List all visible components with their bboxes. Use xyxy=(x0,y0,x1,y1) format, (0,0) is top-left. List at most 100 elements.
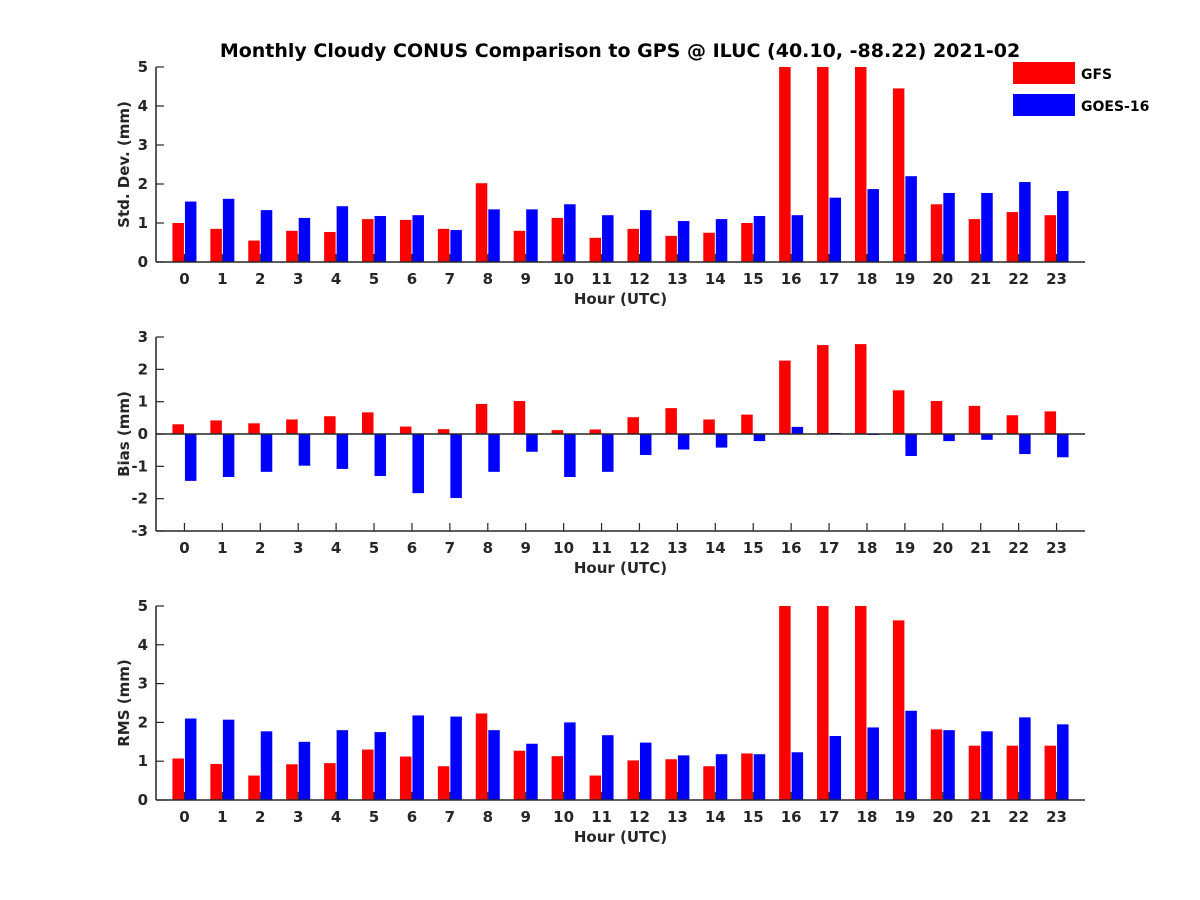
x-tick-label-rms-21: 21 xyxy=(970,808,991,826)
bar-stddev-goes16-14 xyxy=(715,219,728,262)
bar-rms-goes16-11 xyxy=(602,735,614,800)
bar-rms-goes16-10 xyxy=(564,722,576,800)
y-axis-label-bias: Bias (mm) xyxy=(115,391,133,477)
bar-bias-goes16-10 xyxy=(564,434,576,477)
x-tick-label-bias-12: 12 xyxy=(629,539,650,557)
x-tick-label-rms-8: 8 xyxy=(483,808,493,826)
bar-bias-gfs-23 xyxy=(1044,411,1057,434)
x-tick-label-rms-13: 13 xyxy=(667,808,688,826)
x-tick-label-stddev-22: 22 xyxy=(1008,270,1029,288)
x-tick-label-stddev-8: 8 xyxy=(483,270,493,288)
bar-stddev-gfs-17 xyxy=(817,67,829,262)
bar-rms-goes16-19 xyxy=(905,710,917,800)
x-tick-label-rms-9: 9 xyxy=(520,808,530,826)
bar-bias-gfs-12 xyxy=(627,417,639,434)
bar-rms-goes16-6 xyxy=(412,715,424,800)
bar-stddev-gfs-3 xyxy=(286,230,298,262)
x-tick-label-bias-0: 0 xyxy=(179,539,189,557)
bar-stddev-gfs-11 xyxy=(589,237,602,262)
x-tick-label-rms-19: 19 xyxy=(894,808,915,826)
bar-rms-gfs-17 xyxy=(817,606,829,800)
bar-rms-goes16-12 xyxy=(639,742,652,800)
bar-stddev-goes16-22 xyxy=(1019,182,1031,262)
bar-stddev-gfs-20 xyxy=(930,204,943,262)
x-tick-label-rms-6: 6 xyxy=(407,808,417,826)
x-tick-label-bias-14: 14 xyxy=(705,539,726,557)
y-tick-label-stddev-2: 2 xyxy=(138,175,148,193)
legend-goes-label: GOES-16 xyxy=(1081,99,1149,115)
y-tick-label-bias--2: -2 xyxy=(131,490,148,508)
bar-rms-gfs-15 xyxy=(741,753,753,800)
x-tick-label-bias-8: 8 xyxy=(483,539,493,557)
x-tick-label-bias-4: 4 xyxy=(331,539,341,557)
y-tick-label-rms-5: 5 xyxy=(138,597,148,615)
bar-bias-gfs-14 xyxy=(703,419,715,434)
y-tick-label-bias--3: -3 xyxy=(131,522,148,540)
bar-bias-goes16-12 xyxy=(639,434,652,456)
y-tick-label-rms-3: 3 xyxy=(138,675,148,693)
chart-title: Monthly Cloudy CONUS Comparison to GPS @… xyxy=(220,40,1020,62)
bar-stddev-goes16-7 xyxy=(450,230,462,262)
bar-rms-gfs-9 xyxy=(513,750,526,800)
y-tick-label-rms-0: 0 xyxy=(138,791,148,809)
y-tick-label-stddev-3: 3 xyxy=(138,136,148,154)
bar-rms-gfs-22 xyxy=(1006,745,1019,800)
x-tick-label-stddev-11: 11 xyxy=(591,270,612,288)
x-tick-label-bias-2: 2 xyxy=(255,539,265,557)
bar-stddev-goes16-0 xyxy=(184,201,197,262)
bar-rms-gfs-20 xyxy=(930,729,943,800)
bar-rms-gfs-18 xyxy=(854,606,867,800)
bar-bias-gfs-5 xyxy=(362,412,374,434)
bar-stddev-gfs-18 xyxy=(854,67,867,262)
legend-goes-swatch xyxy=(1013,94,1075,116)
bar-bias-goes16-7 xyxy=(450,434,462,499)
bar-rms-gfs-3 xyxy=(286,764,298,800)
bar-stddev-gfs-0 xyxy=(172,223,184,262)
bar-bias-goes16-8 xyxy=(488,434,500,472)
x-axis-label-stddev: Hour (UTC) xyxy=(574,290,667,308)
bar-stddev-goes16-10 xyxy=(564,204,576,262)
x-tick-label-bias-15: 15 xyxy=(743,539,764,557)
bar-bias-goes16-9 xyxy=(526,434,538,452)
bar-rms-goes16-17 xyxy=(829,735,842,800)
bar-bias-goes16-15 xyxy=(753,434,766,442)
bar-stddev-goes16-2 xyxy=(260,210,273,262)
x-tick-label-rms-10: 10 xyxy=(553,808,574,826)
bar-bias-goes16-11 xyxy=(602,434,614,472)
bar-stddev-gfs-15 xyxy=(741,223,753,262)
bar-stddev-gfs-12 xyxy=(627,228,639,262)
bar-rms-goes16-1 xyxy=(222,719,235,800)
bar-rms-gfs-19 xyxy=(892,620,905,800)
x-tick-label-stddev-4: 4 xyxy=(331,270,341,288)
legend: GFS GOES-16 xyxy=(1013,62,1149,116)
bar-rms-goes16-16 xyxy=(791,752,804,800)
bar-rms-goes16-14 xyxy=(715,754,728,800)
bar-bias-gfs-22 xyxy=(1006,415,1019,434)
bar-stddev-gfs-2 xyxy=(248,240,260,262)
bar-bias-goes16-4 xyxy=(336,434,349,469)
bar-rms-gfs-21 xyxy=(968,745,981,800)
bar-rms-goes16-3 xyxy=(298,741,311,800)
bar-rms-goes16-9 xyxy=(526,743,538,800)
bar-stddev-gfs-14 xyxy=(703,232,715,262)
bar-bias-goes16-3 xyxy=(298,434,311,466)
x-tick-label-bias-19: 19 xyxy=(894,539,915,557)
bar-stddev-gfs-6 xyxy=(399,219,412,262)
bar-bias-gfs-4 xyxy=(324,416,336,434)
x-tick-label-rms-7: 7 xyxy=(445,808,455,826)
bar-bias-gfs-16 xyxy=(779,360,791,434)
bar-rms-gfs-16 xyxy=(779,606,791,800)
bar-stddev-goes16-9 xyxy=(526,209,538,262)
x-axis-label-bias: Hour (UTC) xyxy=(574,559,667,577)
bar-stddev-goes16-20 xyxy=(943,192,955,262)
bar-bias-goes16-5 xyxy=(374,434,387,477)
bar-rms-goes16-2 xyxy=(260,731,273,800)
bar-bias-gfs-0 xyxy=(172,424,184,434)
y-axis-label-rms: RMS (mm) xyxy=(115,659,133,746)
legend-gfs-swatch xyxy=(1013,62,1075,84)
bar-stddev-goes16-6 xyxy=(412,215,424,262)
bar-rms-goes16-18 xyxy=(867,727,879,800)
bar-rms-gfs-13 xyxy=(665,759,677,800)
